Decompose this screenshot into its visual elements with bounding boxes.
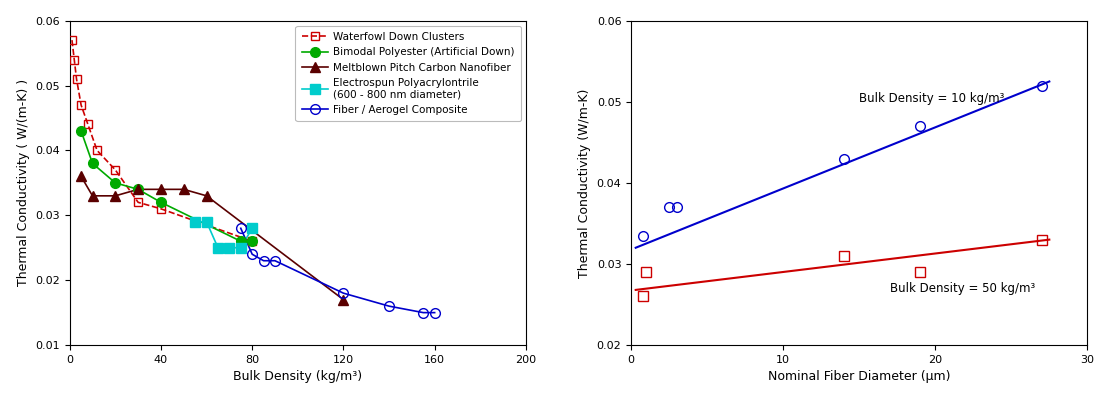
Text: Bulk Density = 10 kg/m³: Bulk Density = 10 kg/m³ [859,92,1004,105]
Y-axis label: Thermal Conductivity (W/m-K): Thermal Conductivity (W/m-K) [578,88,591,278]
X-axis label: Bulk Density (kg/m³): Bulk Density (kg/m³) [233,370,362,383]
X-axis label: Nominal Fiber Diameter (μm): Nominal Fiber Diameter (μm) [768,370,951,383]
Legend: Waterfowl Down Clusters, Bimodal Polyester (Artificial Down), Meltblown Pitch Ca: Waterfowl Down Clusters, Bimodal Polyest… [296,26,521,121]
Text: Bulk Density = 50 kg/m³: Bulk Density = 50 kg/m³ [890,282,1035,295]
Y-axis label: Thermal Conductivity ( W/(m-K) ): Thermal Conductivity ( W/(m-K) ) [17,79,30,286]
